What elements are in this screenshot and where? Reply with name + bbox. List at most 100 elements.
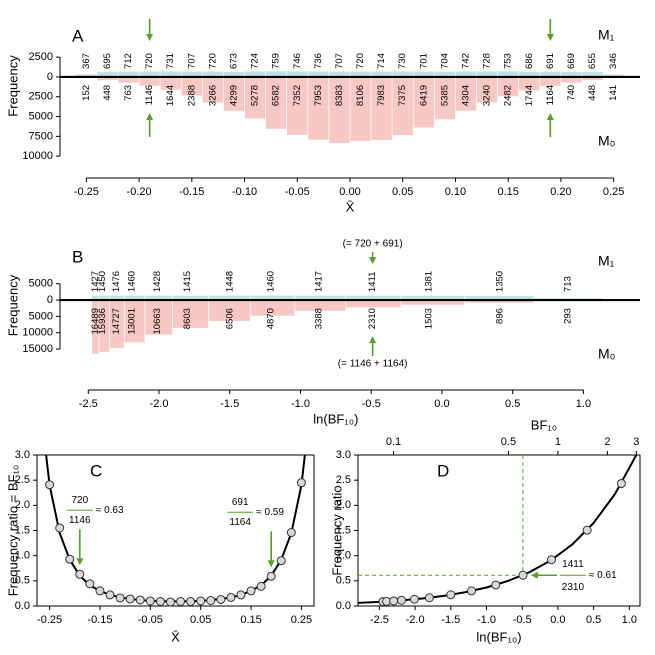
x-tick-label: 1.0 [622, 614, 637, 626]
x-tick-label: 0.05 [190, 614, 211, 626]
arrow [76, 529, 84, 566]
point [176, 596, 186, 606]
value-label: 695 [102, 53, 113, 69]
point [45, 480, 55, 490]
value-label: 746 [292, 53, 303, 69]
value-label: 1448 [224, 271, 235, 292]
value-label: 720 [355, 53, 366, 69]
point [65, 554, 75, 564]
value-label: 7352 [292, 85, 303, 106]
x-tick-label: 0.15 [497, 186, 518, 198]
x-axis-label: X̄ [346, 199, 355, 214]
panel-label: C [90, 461, 102, 480]
x-tick-label: -0.05 [285, 186, 310, 198]
annotation-numerator: 1411 [562, 559, 584, 570]
value-label: 730 [397, 53, 408, 69]
y-tick-label: 2500 [29, 51, 53, 63]
panel-label: B [72, 247, 83, 266]
y-tick-label: 0 [47, 294, 53, 306]
x-tick-label: -0.25 [37, 614, 62, 626]
value-label: 673 [229, 53, 240, 69]
x-tick-label: 1.0 [576, 398, 591, 410]
point [296, 478, 306, 488]
value-label: 7953 [313, 85, 324, 106]
value-label: 753 [503, 53, 514, 69]
x-tick-label: -1.5 [220, 398, 239, 410]
value-label: 1460 [265, 271, 276, 292]
x-tick-label: -2.0 [406, 614, 425, 626]
arrow [369, 252, 377, 265]
series-name: M₁ [598, 27, 615, 43]
x-tick-label: -0.15 [87, 614, 112, 626]
point [246, 586, 256, 596]
x-tick-label: -0.15 [179, 186, 204, 198]
value-label: 728 [482, 53, 493, 69]
value-label: 704 [439, 53, 450, 69]
value-label: 7375 [397, 85, 408, 106]
plot-frame [36, 454, 315, 607]
x-tick-label: 0.05 [392, 186, 413, 198]
x-tick-label: 0.0 [550, 614, 565, 626]
value-label: 4870 [265, 308, 276, 329]
point [155, 596, 165, 606]
arrow [146, 112, 154, 137]
point [115, 593, 125, 603]
value-label: 736 [313, 53, 324, 69]
bar [138, 76, 161, 87]
y-axis-label: Frequency ratio [329, 485, 344, 575]
value-label: 293 [562, 308, 573, 324]
value-label: 2388 [186, 85, 197, 106]
value-label: 3240 [482, 85, 493, 106]
value-label: 896 [494, 308, 505, 324]
value-label: 5278 [250, 85, 261, 106]
bar [144, 299, 173, 336]
value-label: 701 [418, 53, 429, 69]
point [196, 596, 206, 606]
point [467, 586, 477, 596]
x-tick-label: 0.10 [445, 186, 466, 198]
x2-tick-label: 1 [555, 436, 561, 448]
point [236, 590, 246, 600]
y-tick-label: 10000 [22, 150, 53, 162]
y-axis-label: Frequency ratio = BF₁₀ [5, 465, 20, 597]
x-tick-label: -2.5 [370, 614, 389, 626]
x-tick-label: -2.0 [150, 398, 169, 410]
y-tick-label: 2.5 [15, 474, 30, 486]
point [256, 581, 266, 591]
arrow-head [146, 33, 154, 41]
y-tick-label: 0.0 [15, 600, 30, 612]
y-tick-label: 1.0 [336, 550, 351, 562]
annotation-numerator: 691 [232, 497, 249, 508]
point [186, 596, 196, 606]
y-tick-label: 2500 [29, 91, 53, 103]
value-label: 1460 [127, 271, 138, 292]
arrow-head [369, 336, 377, 344]
value-label: 6582 [271, 85, 282, 106]
value-label: 6506 [224, 308, 235, 329]
value-label: 686 [524, 53, 535, 69]
x-tick-label: -0.05 [138, 614, 163, 626]
arrow [546, 18, 554, 41]
panel-label: D [437, 461, 449, 480]
x-tick-label: -2.5 [79, 398, 98, 410]
annotation: (= 720 + 691) [343, 239, 403, 250]
value-label: 14727 [111, 308, 122, 334]
annotation-denominator: 1146 [69, 515, 91, 526]
value-label: 448 [587, 85, 598, 101]
value-label: 6419 [418, 85, 429, 106]
curve [45, 455, 306, 603]
annotation-numerator: 720 [71, 495, 88, 506]
point [216, 594, 226, 604]
value-label: 1146 [144, 85, 155, 105]
bar [539, 76, 562, 87]
value-label: 1503 [424, 308, 435, 329]
value-label: 759 [271, 53, 282, 69]
point [276, 556, 286, 566]
value-label: 1476 [111, 271, 122, 292]
value-label: 742 [461, 53, 472, 69]
value-label: 367 [81, 53, 92, 69]
value-label: 16489 [90, 308, 101, 334]
x-tick-label: 0.5 [586, 614, 601, 626]
value-label: 2482 [503, 85, 514, 106]
x-tick-label: 0.25 [603, 186, 624, 198]
